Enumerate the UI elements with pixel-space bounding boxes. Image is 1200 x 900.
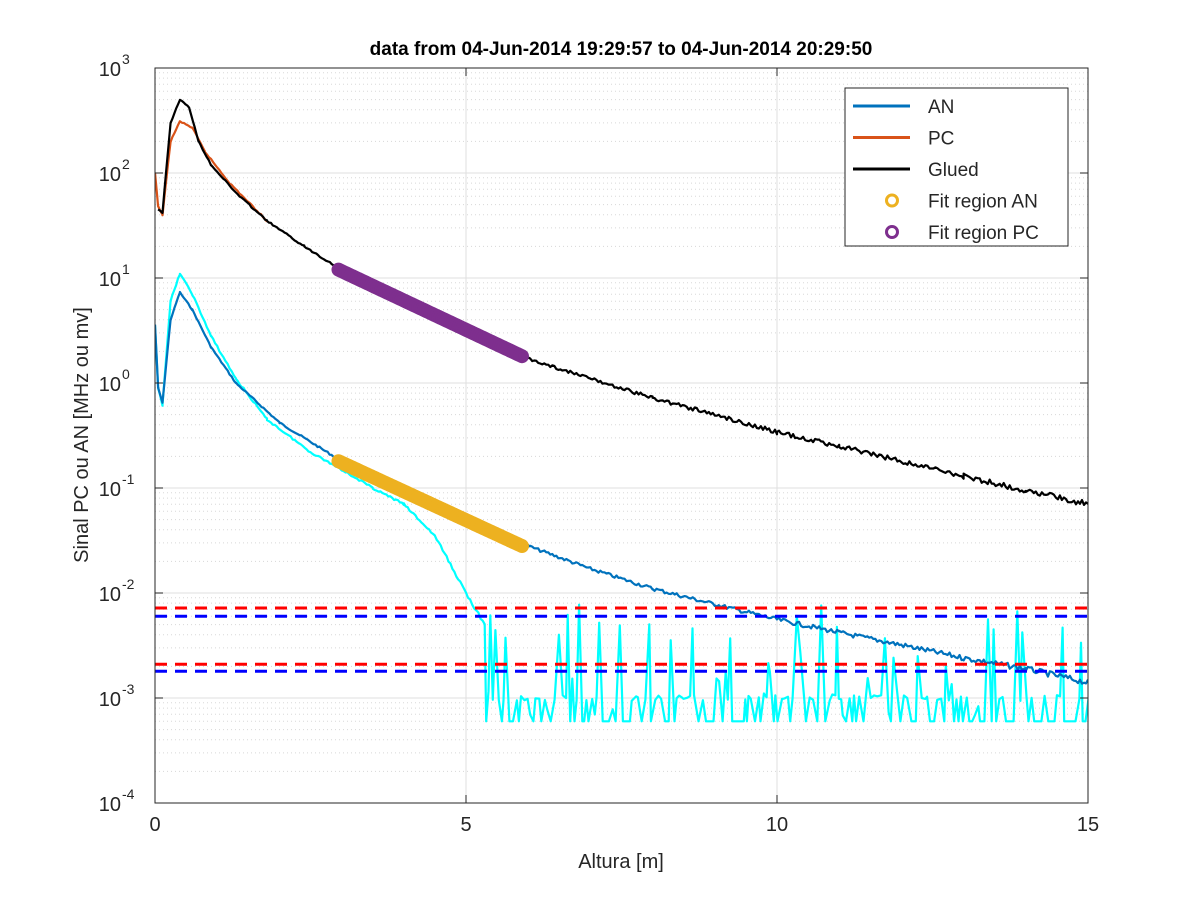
legend-label: AN [928,97,954,118]
y-tick-exponent: 1 [122,261,130,277]
y-tick-label: 10 [99,374,121,396]
x-tick-label: 10 [766,814,788,836]
series-line [155,290,1088,685]
x-tick-label: 15 [1077,814,1099,836]
y-tick-label: 10 [99,584,121,606]
legend-label: Glued [928,160,979,181]
x-axis-label: Altura [m] [578,851,664,873]
y-axis-label: Sinal PC ou AN [MHz ou mv] [71,307,93,563]
y-tick-exponent: -2 [122,576,135,592]
y-tick-exponent: -4 [122,786,135,802]
y-tick-label: 10 [99,794,121,816]
plot-frame [154,67,1089,804]
y-tick-exponent: 2 [122,156,130,172]
legend-marker-swatch [885,193,899,208]
y-tick-exponent: 0 [122,366,130,382]
legend-box [844,87,1069,247]
legend: AN PC Glued Fit region AN Fit region PC [844,87,1069,247]
y-tick-exponent: 3 [122,51,130,67]
series-line [157,98,1088,506]
y-tick-label: 10 [99,59,121,81]
x-tick-label: 0 [149,814,160,836]
x-tick-label: 5 [460,814,471,836]
y-tick-label: 10 [99,269,121,291]
chart-title: data from 04-Jun-2014 19:29:57 to 04-Jun… [370,39,873,60]
legend-label: Fit region PC [928,223,1039,244]
fit-region-marker [514,539,529,554]
series-layer [155,98,1088,723]
y-tick-exponent: -1 [122,471,135,487]
fit-region-marker [514,349,529,364]
legend-label: PC [928,129,954,150]
legend-label: Fit region AN [928,192,1038,213]
series-line [155,272,1088,723]
legend-marker-swatch [885,225,899,239]
y-tick-label: 10 [99,479,121,501]
y-tick-exponent: -3 [122,681,135,697]
y-tick-label: 10 [99,164,121,186]
y-tick-label: 10 [99,689,121,711]
